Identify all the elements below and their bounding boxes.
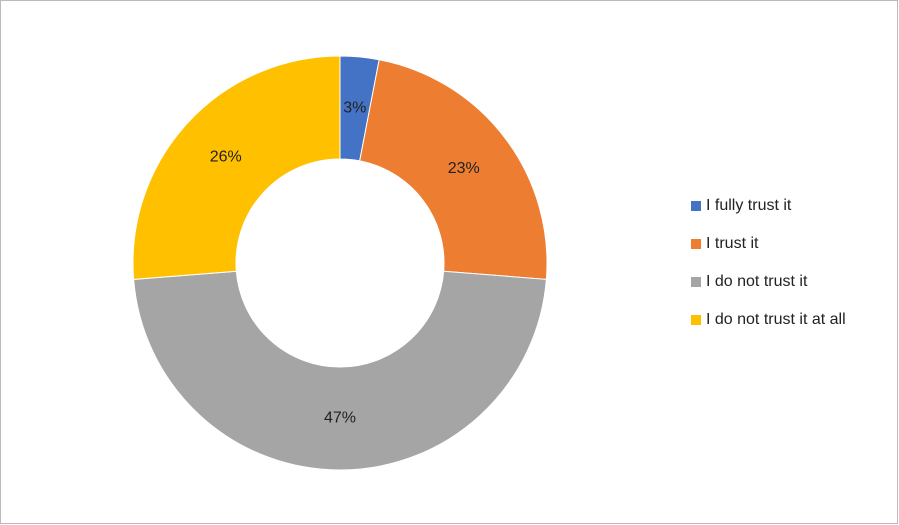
data-label: 47%: [324, 410, 356, 427]
legend-swatch: [691, 277, 701, 287]
legend-label: I fully trust it: [706, 197, 792, 214]
legend-swatch: [691, 315, 701, 325]
legend-swatch: [691, 201, 701, 211]
legend-swatch: [691, 239, 701, 249]
legend-label: I trust it: [706, 235, 759, 252]
data-label: 3%: [343, 99, 366, 116]
data-label: 26%: [210, 149, 242, 166]
donut-slice: [133, 270, 547, 471]
legend-label: I do not trust it: [706, 273, 808, 290]
donut-slice: [359, 59, 548, 280]
donut-slice: [132, 55, 341, 280]
data-label: 23%: [448, 160, 480, 177]
legend-label: I do not trust it at all: [706, 311, 846, 328]
